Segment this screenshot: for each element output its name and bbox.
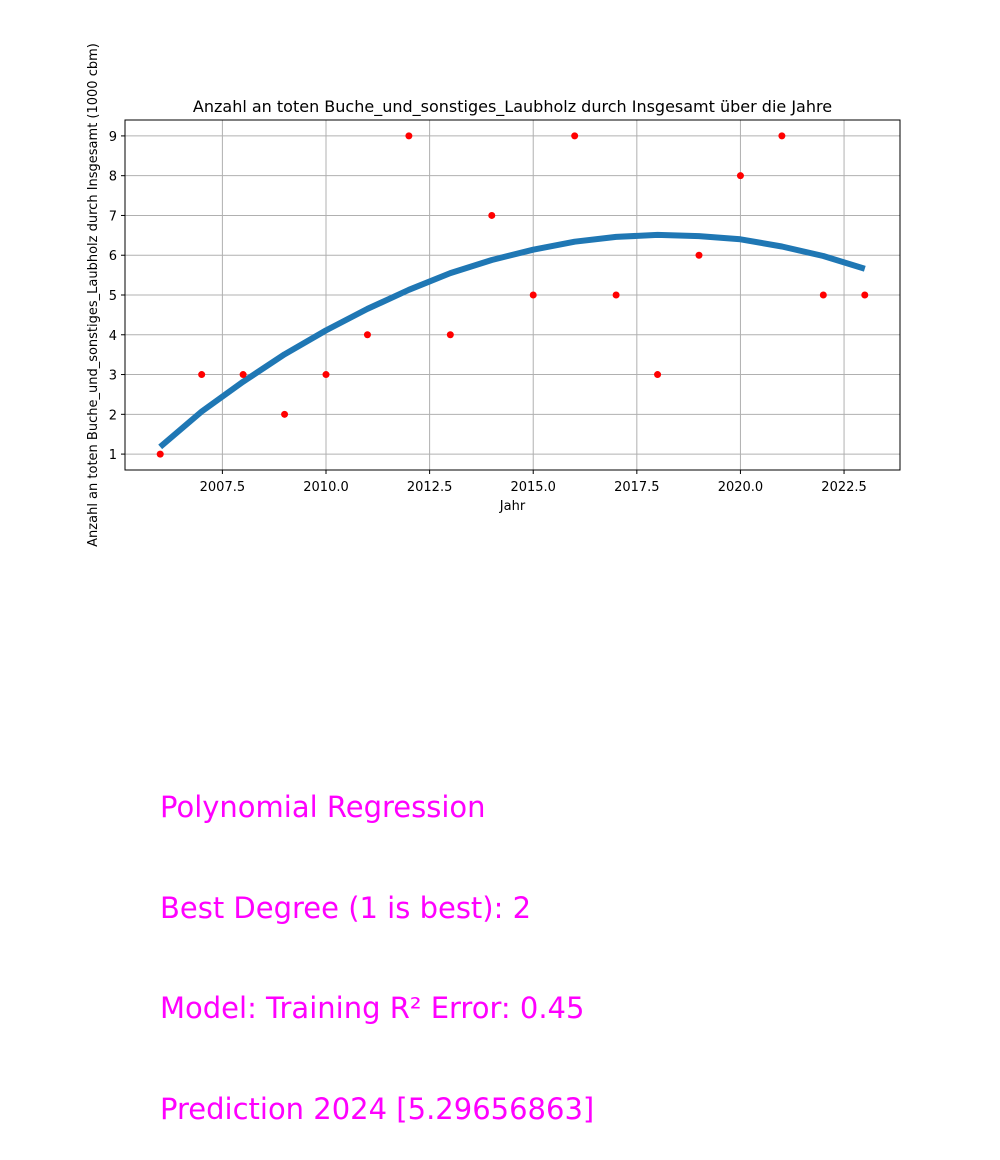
data-point	[612, 291, 620, 299]
x-axis: 2007.5 2010.0 2012.5 2015.0 2017.5 2020.0 2022…	[200, 470, 867, 495]
annotation-line-method: Polynomial Regression	[160, 790, 486, 824]
model-annotation: Polynomial Regression Best Degree (1 is …	[160, 724, 594, 1160]
x-tick-label: 2012.5	[407, 480, 453, 495]
data-point	[446, 331, 454, 339]
data-point	[156, 450, 164, 458]
x-axis-label: Jahr	[499, 499, 526, 514]
x-tick-label: 2015.0	[510, 480, 556, 495]
y-tick-label: 3	[109, 369, 117, 384]
y-axis: 1 2 3 4 5 6 7 8 9	[109, 130, 125, 463]
y-tick-label: 5	[109, 289, 117, 304]
x-tick-label: 2007.5	[200, 480, 246, 495]
data-point	[571, 132, 579, 140]
data-point	[654, 371, 662, 379]
data-point	[281, 410, 289, 418]
data-point	[529, 291, 537, 299]
y-axis-label: Anzahl an toten Buche_und_sonstiges_Laub…	[86, 43, 101, 547]
data-points	[156, 132, 869, 458]
x-tick-label: 2020.0	[718, 480, 764, 495]
regression-curve	[158, 231, 866, 450]
y-tick-label: 1	[109, 448, 117, 463]
y-tick-label: 4	[109, 329, 117, 344]
data-point	[198, 371, 206, 379]
annotation-line-prediction: Prediction 2024 [5.29656863]	[160, 1091, 595, 1126]
y-tick-label: 2	[109, 408, 117, 423]
x-tick-label: 2022.5	[821, 480, 867, 495]
annotation-line-error: Model: Training R² Error: 0.45	[160, 991, 585, 1025]
data-point	[861, 291, 869, 299]
chart: 2007.5 2010.0 2012.5 2015.0 2017.5 2020.0 2022…	[86, 43, 901, 547]
data-point	[736, 172, 744, 180]
y-tick-label: 6	[109, 249, 117, 264]
y-tick-label: 7	[109, 209, 117, 224]
data-point	[695, 251, 703, 259]
annotation-line-degree: Best Degree (1 is best): 2	[160, 890, 532, 925]
y-tick-label: 9	[109, 130, 117, 145]
chart-title: Anzahl an toten Buche_und_sonstiges_Laub…	[193, 97, 832, 117]
data-point	[239, 371, 247, 379]
regression-line	[158, 231, 866, 450]
data-point	[819, 291, 827, 299]
data-point	[363, 331, 371, 339]
data-point	[488, 211, 496, 219]
data-point	[778, 132, 786, 140]
data-point	[405, 132, 413, 140]
x-tick-label: 2010.0	[303, 480, 349, 495]
data-point	[322, 371, 330, 379]
x-tick-label: 2017.5	[614, 480, 660, 495]
grid	[125, 120, 900, 470]
y-tick-label: 8	[109, 170, 117, 185]
